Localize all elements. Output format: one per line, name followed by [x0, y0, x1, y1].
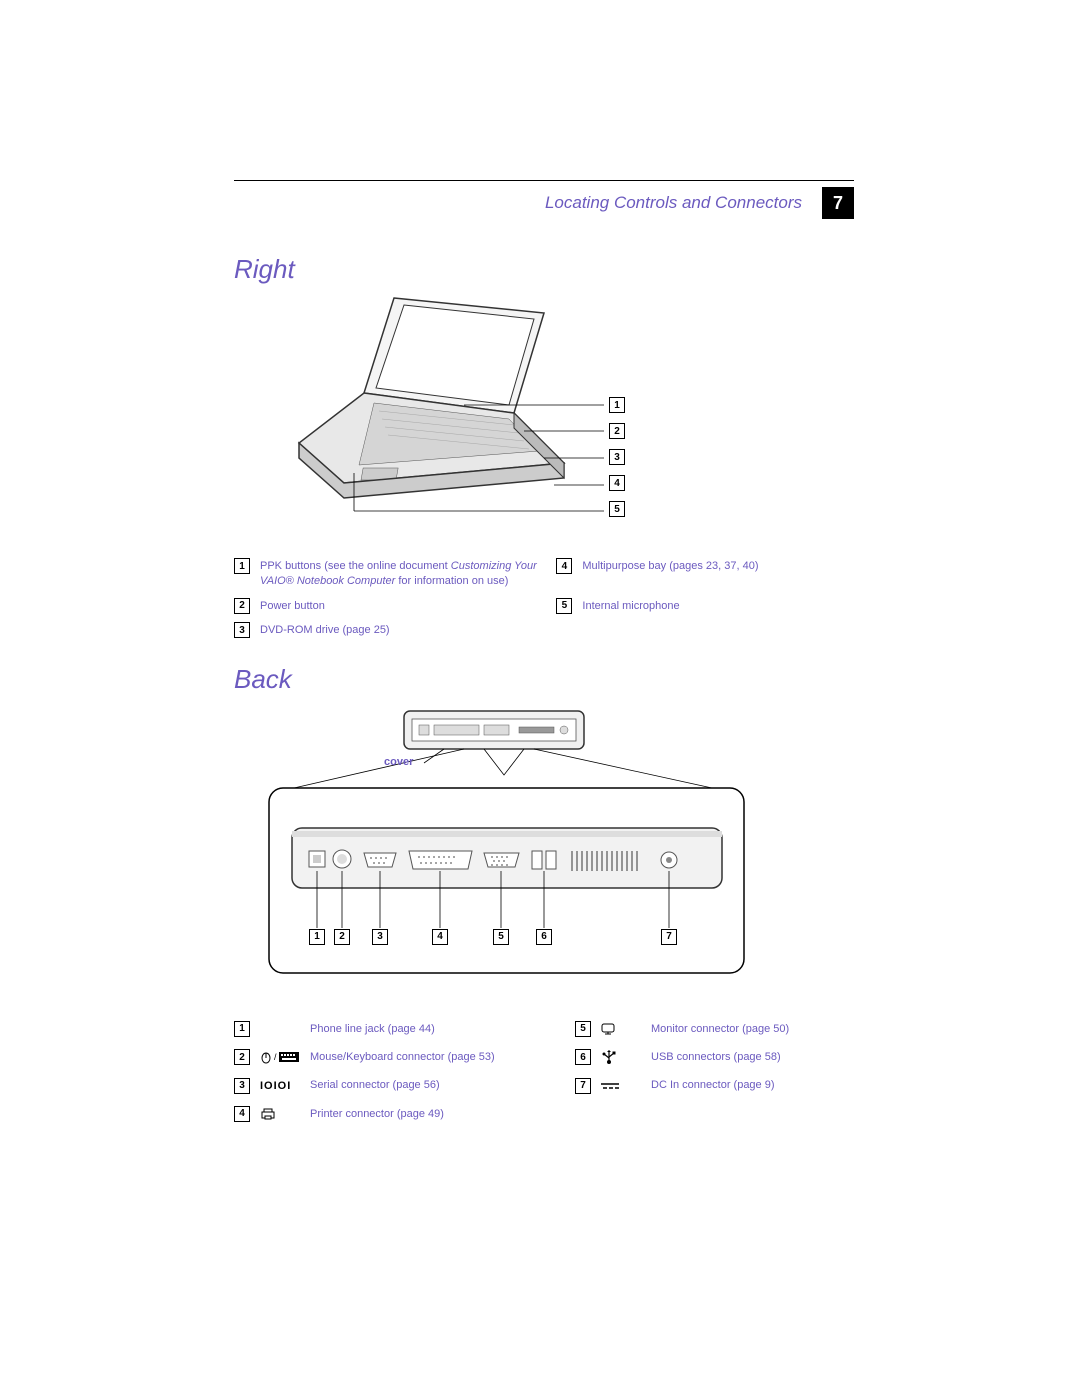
keyboard-icon	[279, 1052, 299, 1062]
legend-text-5: Internal microphone	[582, 598, 679, 614]
back-legend-num-5: 5	[575, 1021, 591, 1037]
back-legend-text-4: Printer connector (page 49)	[310, 1106, 444, 1122]
back-legend-num-7: 7	[575, 1078, 591, 1094]
dc-icon	[601, 1081, 619, 1091]
legend-num-2: 2	[234, 598, 250, 614]
callout-1: 1	[609, 397, 625, 413]
back-legend-num-6: 6	[575, 1049, 591, 1065]
back-legend-text-1: Phone line jack (page 44)	[310, 1021, 435, 1037]
back-legend-text-3: Serial connector (page 56)	[310, 1077, 440, 1093]
back-legend-num-1: 1	[234, 1021, 250, 1037]
back-callout-5: 5	[493, 929, 509, 945]
back-diagram: cover 1 2 3 4 5 6 7	[234, 703, 854, 1003]
legend-text-1: PPK buttons (see the online document Cus…	[260, 558, 556, 590]
back-legend-num-2: 2	[234, 1049, 250, 1065]
printer-icon	[260, 1108, 276, 1120]
back-callout-6: 6	[536, 929, 552, 945]
header-title: Locating Controls and Connectors	[545, 193, 802, 213]
callout-3: 3	[609, 449, 625, 465]
page-number: 7	[822, 187, 854, 219]
right-callout-stack: 1 2 3 4 5	[609, 397, 625, 517]
right-section: Right	[234, 254, 854, 639]
legend-num-4: 4	[556, 558, 572, 574]
back-legend-text-5: Monitor connector (page 50)	[651, 1021, 789, 1037]
back-legend-num-3: 3	[234, 1078, 250, 1094]
back-legend: 1 Phone line jack (page 44) 5 Monitor co…	[234, 1021, 854, 1123]
back-callout-1: 1	[309, 929, 325, 945]
laptop-illustration	[264, 293, 644, 533]
back-callout-2: 2	[334, 929, 350, 945]
callout-4: 4	[609, 475, 625, 491]
laptop-right-diagram: 1 2 3 4 5	[234, 293, 854, 543]
legend-num-1: 1	[234, 558, 250, 574]
back-callout-3: 3	[372, 929, 388, 945]
callout-2: 2	[609, 423, 625, 439]
back-callout-7: 7	[661, 929, 677, 945]
legend-text-2: Power button	[260, 598, 325, 614]
back-legend-num-4: 4	[234, 1106, 250, 1122]
callout-5: 5	[609, 501, 625, 517]
usb-icon	[601, 1050, 617, 1064]
section-heading-right: Right	[234, 254, 854, 285]
page-header: Locating Controls and Connectors 7	[234, 180, 854, 219]
cover-label: cover	[384, 756, 413, 768]
back-legend-text-2: Mouse/Keyboard connector (page 53)	[310, 1049, 495, 1065]
legend-text-4: Multipurpose bay (pages 23, 37, 40)	[582, 558, 758, 574]
monitor-icon	[601, 1023, 617, 1035]
back-section: Back	[234, 664, 854, 1123]
legend-text-3: DVD-ROM drive (page 25)	[260, 622, 390, 638]
right-legend: 1 PPK buttons (see the online document C…	[234, 558, 854, 639]
back-callout-4: 4	[432, 929, 448, 945]
back-illustration	[234, 703, 774, 1003]
back-legend-text-6: USB connectors (page 58)	[651, 1049, 781, 1065]
legend-num-5: 5	[556, 598, 572, 614]
mouse-icon	[260, 1050, 272, 1064]
legend-num-3: 3	[234, 622, 250, 638]
serial-icon: IOIOI	[260, 1080, 291, 1092]
back-legend-text-7: DC In connector (page 9)	[651, 1077, 775, 1093]
section-heading-back: Back	[234, 664, 854, 695]
